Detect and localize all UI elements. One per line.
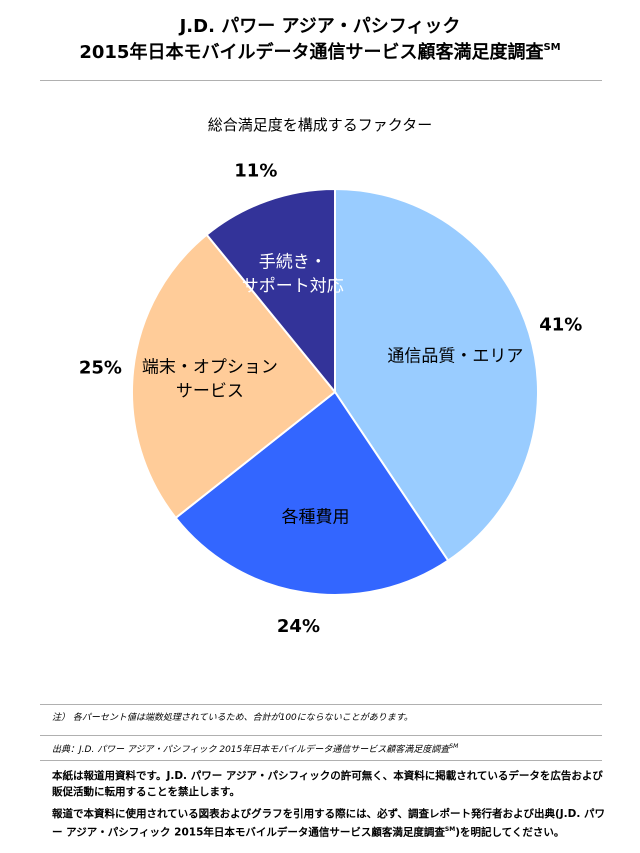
footnote: 注） 各パーセント値は端数処理されているため、合計が100にならないことがありま… bbox=[52, 713, 413, 723]
header-divider bbox=[40, 80, 602, 81]
pie-slice-3 bbox=[131, 233, 337, 520]
slice-label-1: 通信品質・エリア bbox=[387, 346, 523, 366]
source-service-mark: SM bbox=[449, 743, 459, 750]
title-text: 2015年日本モバイルデータ通信サービス顧客満足度調査 bbox=[79, 42, 544, 63]
slice-label-2: 各種費用 bbox=[282, 507, 350, 527]
disclaimer-paragraph: 本紙は報道用資料です。J.D. パワー アジア・パシフィックの許可無く、本資料に… bbox=[52, 770, 603, 798]
chart-title: 総合満足度を構成するファクター bbox=[207, 116, 433, 134]
slice-value-label-1: 41% bbox=[539, 314, 582, 335]
slice-value-label-4: 11% bbox=[234, 161, 277, 182]
source-text: 出典：J.D. パワー アジア・パシフィック 2015年日本モバイルデータ通信サ… bbox=[52, 745, 450, 755]
title-line-2: 2015年日本モバイルデータ通信サービス顧客満足度調査SM bbox=[0, 38, 640, 64]
service-mark: SM bbox=[543, 42, 561, 53]
title-line-1: J.D. パワー アジア・パシフィック bbox=[179, 16, 461, 37]
source-note: 出典：J.D. パワー アジア・パシフィック 2015年日本モバイルデータ通信サ… bbox=[52, 742, 612, 755]
slice-value-label-3: 25% bbox=[79, 357, 122, 378]
pie-slice-1 bbox=[334, 187, 539, 562]
slice-value-label-2: 24% bbox=[277, 616, 320, 637]
pie-slice-2 bbox=[174, 390, 450, 596]
disclaimer-divider bbox=[40, 760, 602, 761]
citation-paragraph: 報道で本資料に使用されている図表およびグラフを引用する際には、必ず、調査レポート… bbox=[52, 806, 612, 841]
note-divider bbox=[40, 704, 602, 705]
slice-label-4: 手続き・サポート対応 bbox=[242, 252, 344, 296]
slice-label-3: 端末・オプションサービス bbox=[142, 357, 278, 401]
source-divider bbox=[40, 735, 602, 736]
citation-text: 報道で本資料に使用されている図表およびグラフを引用する際には、必ず、調査レポート… bbox=[52, 808, 606, 839]
citation-end: )を明記してください。 bbox=[455, 826, 565, 839]
pie-slice-4 bbox=[205, 187, 336, 395]
pie-chart: 通信品質・エリア 41% 各種費用 24% 端末・オプションサービス 25% 手続き・サポー… bbox=[79, 161, 582, 637]
citation-service-mark: SM bbox=[444, 826, 456, 833]
